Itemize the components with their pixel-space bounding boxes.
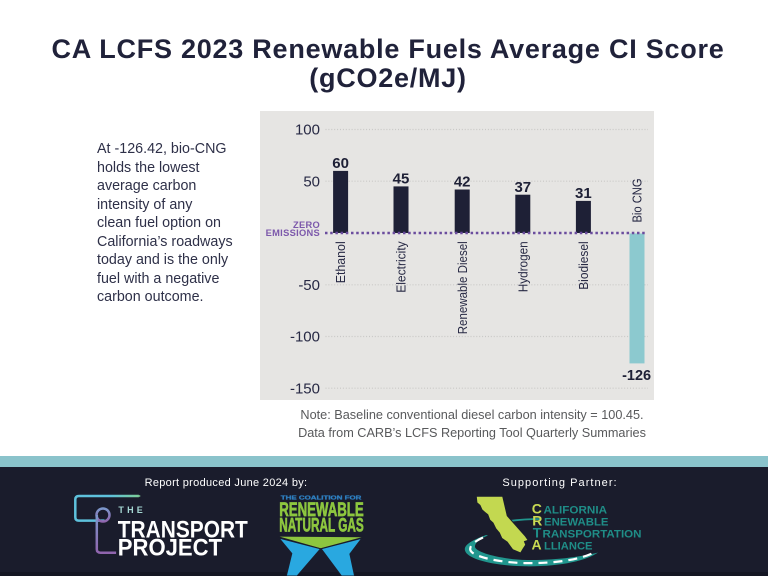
svg-text:C: C <box>532 500 542 516</box>
svg-text:A: A <box>532 536 542 552</box>
svg-text:ZERO: ZERO <box>293 220 320 230</box>
svg-text:100: 100 <box>295 122 320 139</box>
svg-text:TRANSPORT: TRANSPORT <box>118 516 248 543</box>
svg-text:RENEWABLE: RENEWABLE <box>279 499 364 520</box>
svg-text:31: 31 <box>575 185 592 202</box>
svg-text:EMISSIONS: EMISSIONS <box>266 228 320 238</box>
svg-text:Renewable Diesel: Renewable Diesel <box>455 241 470 334</box>
svg-text:-100: -100 <box>290 329 320 346</box>
svg-text:R: R <box>532 512 542 528</box>
svg-text:37: 37 <box>514 179 531 196</box>
svg-text:-126: -126 <box>622 368 651 384</box>
svg-text:THE: THE <box>118 505 146 515</box>
svg-text:Ethanol: Ethanol <box>333 241 348 283</box>
svg-text:-150: -150 <box>290 380 320 397</box>
svg-text:Biodiesel: Biodiesel <box>576 241 591 290</box>
svg-text:PROJECT: PROJECT <box>118 534 223 560</box>
svg-text:ENEWABLE: ENEWABLE <box>544 516 609 528</box>
svg-text:T: T <box>533 524 542 540</box>
svg-text:LLIANCE: LLIANCE <box>544 540 593 552</box>
svg-text:Hydrogen: Hydrogen <box>515 241 530 292</box>
svg-text:45: 45 <box>393 171 410 188</box>
svg-text:Bio CNG: Bio CNG <box>630 179 645 223</box>
svg-text:RANSPORTATION: RANSPORTATION <box>543 528 642 540</box>
svg-text:ALIFORNIA: ALIFORNIA <box>544 504 608 516</box>
svg-text:Electricity: Electricity <box>394 241 409 293</box>
svg-text:-50: -50 <box>298 277 320 294</box>
svg-text:42: 42 <box>454 174 471 191</box>
svg-text:NATURAL GAS: NATURAL GAS <box>279 515 364 536</box>
svg-text:60: 60 <box>332 155 349 172</box>
svg-text:THE COALITION FOR: THE COALITION FOR <box>281 496 363 502</box>
svg-text:50: 50 <box>303 173 320 190</box>
